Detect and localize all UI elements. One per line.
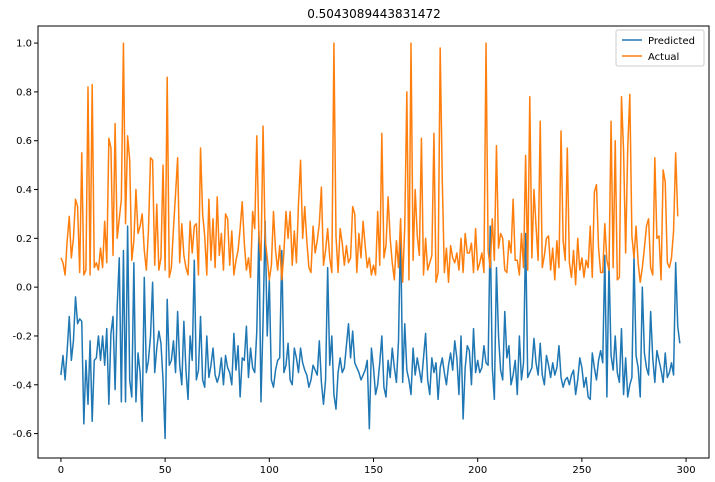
y-tick-label: 1.0 (16, 39, 32, 50)
x-tick-label: 50 (159, 465, 172, 476)
y-tick-label: -0.4 (12, 380, 32, 391)
x-tick-label: 100 (260, 465, 279, 476)
x-tick-label: 250 (572, 465, 591, 476)
y-tick-label: 0.8 (16, 87, 32, 98)
y-tick-label: -0.2 (12, 331, 32, 342)
x-tick-label: 0 (58, 465, 64, 476)
series-line-actual (60, 42, 679, 286)
chart-title: 0.5043089443831472 (307, 7, 441, 21)
series-layer (60, 42, 681, 440)
legend-label-predicted: Predicted (648, 36, 695, 47)
y-tick-label: 0.2 (16, 234, 32, 245)
series-line-predicted (60, 220, 681, 440)
x-tick-label: 200 (468, 465, 487, 476)
y-tick-label: 0.6 (16, 136, 32, 147)
x-tick-label: 150 (364, 465, 383, 476)
legend-box (615, 29, 705, 67)
x-tick-label: 300 (677, 465, 696, 476)
y-tick-label: 0.4 (16, 185, 32, 196)
y-axis: -0.6 -0.4 -0.2 0.0 0.2 0.4 0.6 0.8 1.0 (12, 39, 38, 440)
legend-label-actual: Actual (648, 52, 679, 63)
y-tick-label: 0.0 (16, 283, 32, 294)
x-axis: 0 50 100 150 200 250 300 (58, 458, 696, 476)
legend: Predicted Actual (615, 29, 705, 67)
y-tick-label: -0.6 (12, 429, 32, 440)
